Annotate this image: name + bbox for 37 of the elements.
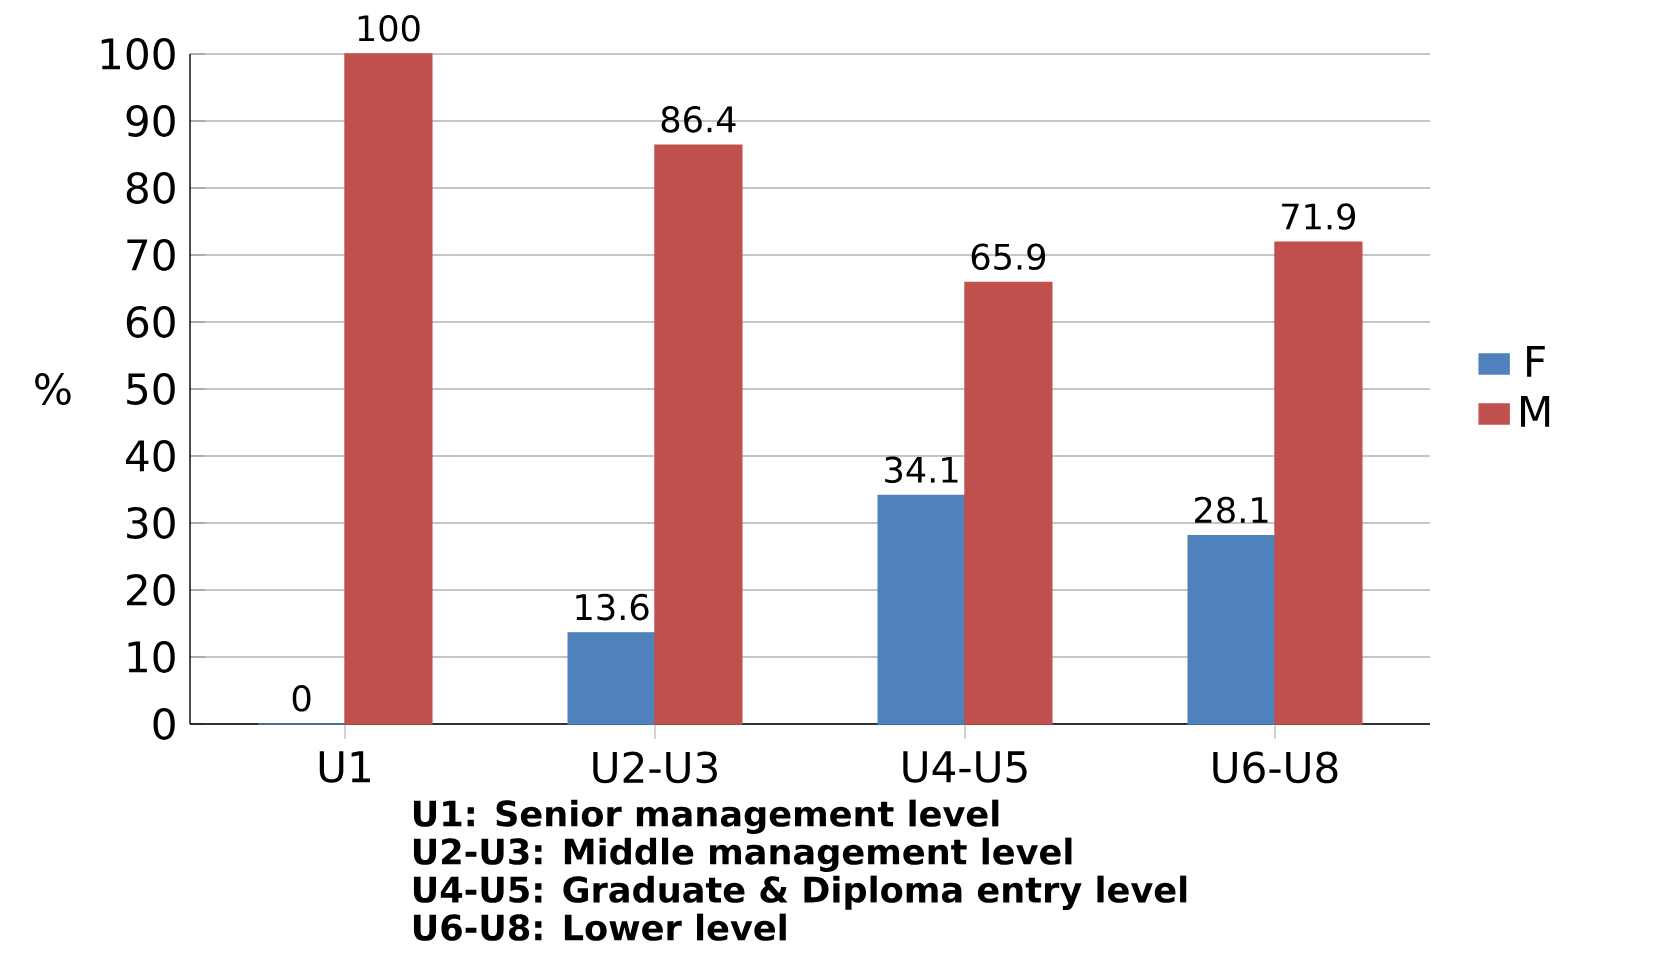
x-tick-label: U6-U8	[1213, 751, 1338, 784]
bar	[1187, 535, 1276, 725]
data-label: 0	[292, 684, 311, 712]
data-label: 34.1	[885, 456, 958, 484]
y-tick-label: 40	[125, 440, 175, 472]
text: U6-U8: Lower level	[413, 913, 786, 941]
x-tick-label: U2-U3	[593, 751, 717, 784]
y-tick-label: 100	[101, 38, 175, 70]
bar	[1274, 241, 1363, 725]
bar	[654, 144, 743, 725]
x-tick-label: U4-U5	[903, 751, 1027, 783]
y-tick-label: 30	[127, 507, 175, 539]
y-tick-label: 50	[127, 373, 175, 405]
data-label: 65.9	[971, 243, 1046, 271]
y-tick-label: 60	[126, 306, 175, 338]
legend-label: M	[1521, 396, 1550, 427]
y-axis-title: %	[35, 373, 71, 405]
bar	[567, 632, 656, 725]
y-tick-label: 90	[126, 105, 175, 137]
bar	[344, 53, 433, 725]
data-label: 13.6	[576, 593, 649, 621]
y-tick-label: 20	[127, 574, 175, 606]
data-label: 86.4	[661, 106, 736, 133]
x-tick-label: U1	[319, 751, 370, 783]
data-label: 100	[358, 14, 420, 42]
y-tick-label: 80	[126, 172, 175, 204]
bar	[877, 494, 966, 725]
data-label: 71.9	[1282, 203, 1356, 230]
y-tick-label: 0	[153, 708, 175, 740]
y-tick-label: 70	[127, 239, 175, 271]
legend-label: F	[1527, 345, 1545, 377]
text: U1: Senior management level	[413, 799, 999, 834]
text: U4-U5: Graduate & Diploma entry level	[413, 875, 1187, 910]
bar	[964, 281, 1053, 725]
y-tick-label: 10	[128, 641, 175, 673]
data-label: 28.1	[1195, 496, 1268, 524]
text: U2-U3: Middle management level	[413, 837, 1072, 872]
